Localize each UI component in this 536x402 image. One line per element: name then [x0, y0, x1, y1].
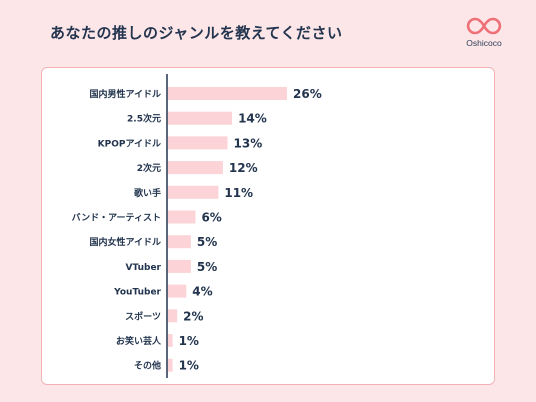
value-label: 12% [229, 161, 258, 175]
value-label: 1% [179, 334, 199, 348]
value-label: 5% [197, 235, 217, 249]
value-label: 11% [224, 186, 253, 200]
category-label: その他 [134, 360, 161, 372]
bar [168, 358, 173, 372]
category-label: 国内女性アイドル [89, 236, 161, 248]
bar-chart: 国内男性アイドル 26% 2.5次元 14% KPOPアイドル 13% 2次元 12% 歌い手 1… [72, 74, 322, 378]
bar [168, 284, 187, 298]
brand-logo: Oshicoco [453, 16, 515, 52]
value-label: 13% [234, 136, 263, 150]
category-label: VTuber [125, 263, 161, 273]
bar [168, 334, 173, 347]
category-label: 歌い手 [134, 187, 161, 199]
bar [168, 259, 191, 273]
category-label: KPOPアイドル [98, 138, 161, 149]
category-label: 国内男性アイドル [89, 88, 161, 100]
bar [168, 111, 233, 125]
logo-text: Oshicoco [466, 38, 502, 48]
bar [168, 161, 223, 175]
bar [168, 185, 219, 199]
value-label: 26% [293, 87, 322, 101]
bar [168, 235, 191, 249]
category-label: YouTuber [113, 288, 161, 298]
category-label: スポーツ [125, 310, 161, 322]
page-title: あなたの推しのジャンルを教えてください [50, 24, 343, 42]
value-label: 1% [179, 359, 199, 373]
bar [168, 210, 196, 224]
bar [168, 136, 228, 150]
category-label: 2次元 [137, 162, 161, 174]
value-label: 5% [197, 260, 217, 274]
category-label: バンド・アーティスト [72, 213, 161, 224]
bar [168, 87, 287, 100]
chart-card: 国内男性アイドル 26% 2.5次元 14% KPOPアイドル 13% 2次元 12% 歌い手 1… [41, 67, 495, 385]
bar [168, 309, 178, 323]
infinity-logo-icon [466, 17, 502, 35]
value-label: 14% [238, 112, 267, 126]
category-label: お笑い芸人 [116, 335, 162, 347]
value-label: 6% [201, 211, 221, 225]
value-label: 2% [183, 309, 203, 323]
value-label: 4% [192, 285, 212, 299]
category-label: 2.5次元 [127, 113, 161, 125]
